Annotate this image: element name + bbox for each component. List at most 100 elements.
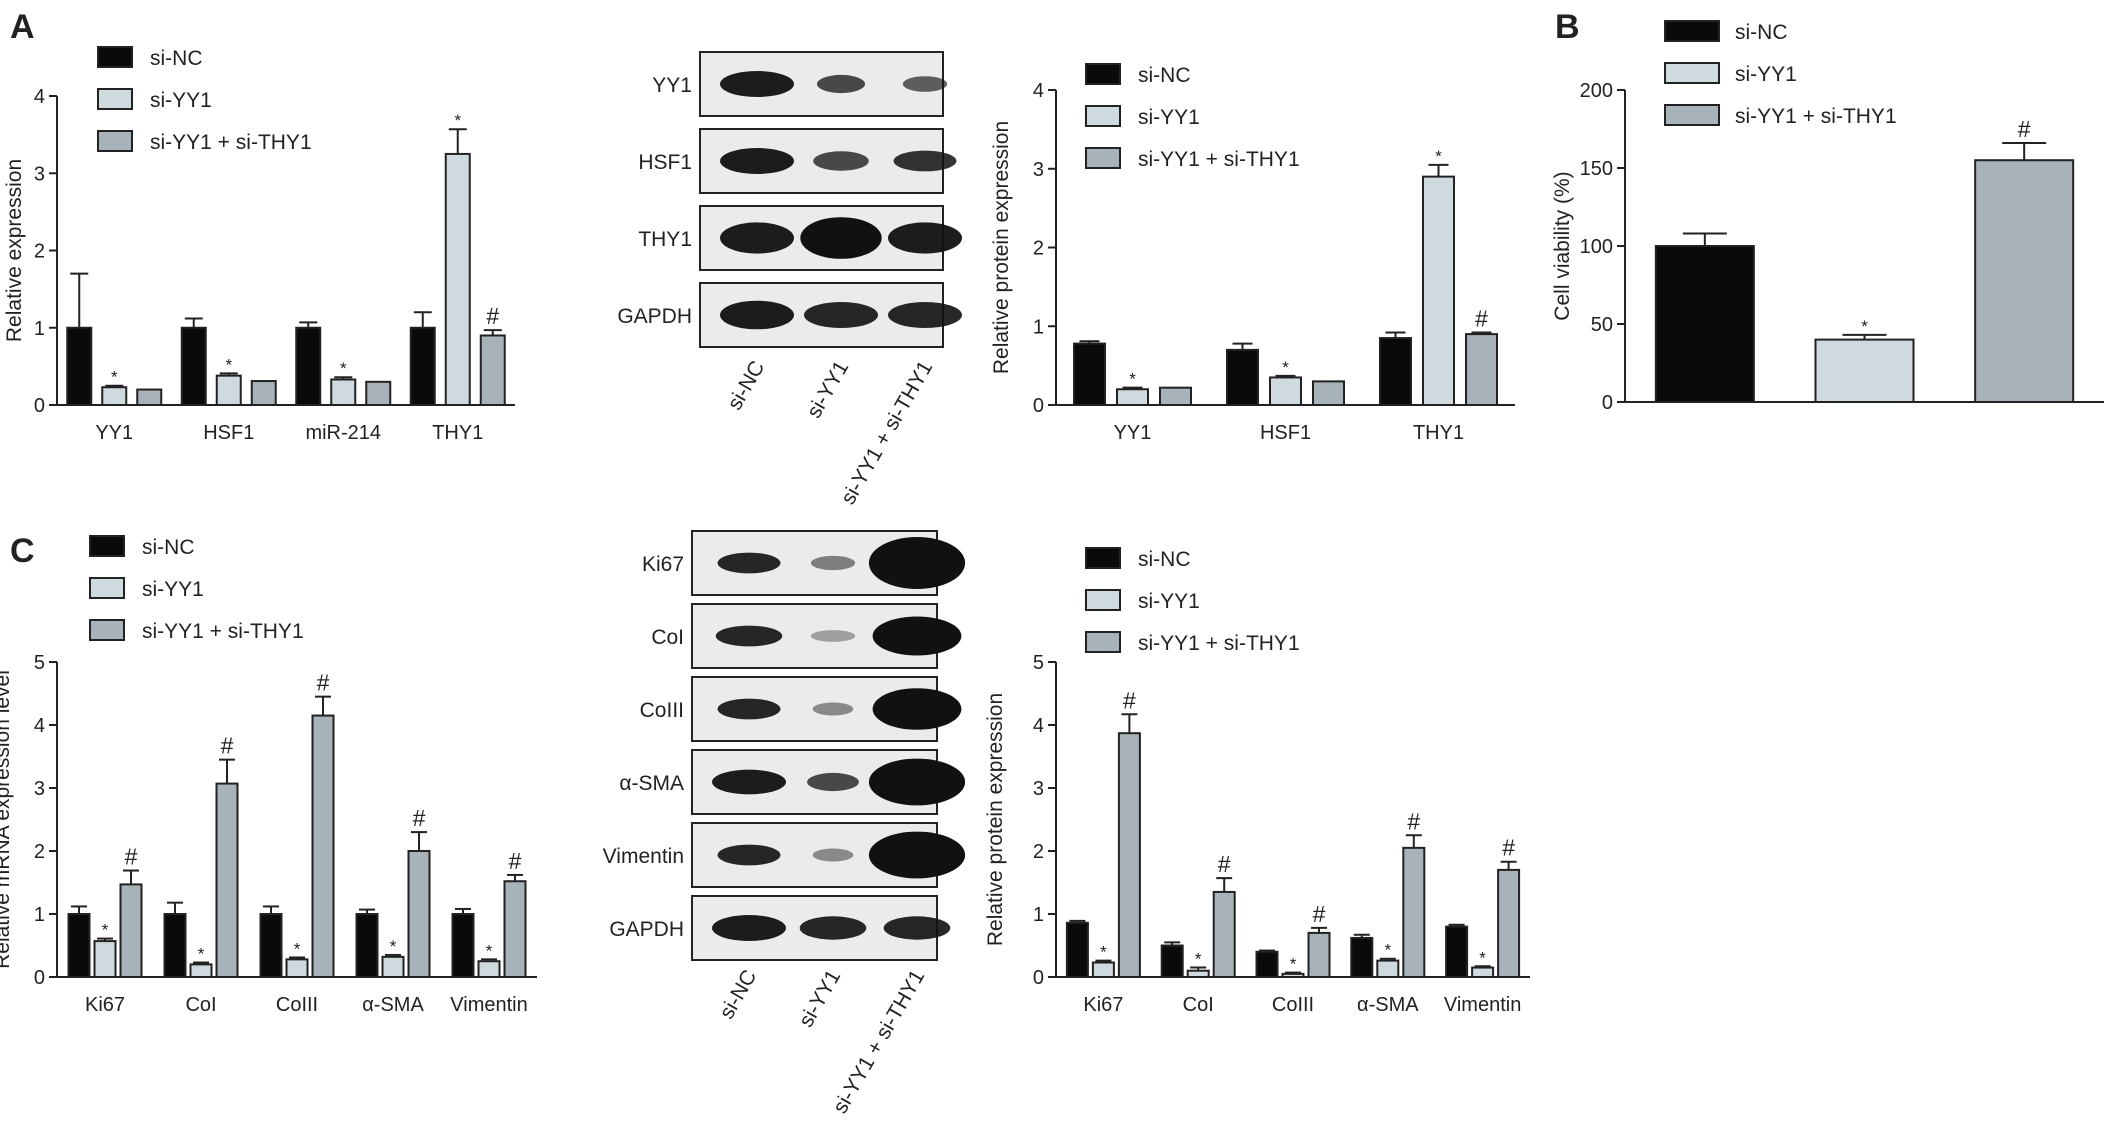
blot-band	[812, 848, 854, 862]
x-tick-label: CoI	[1183, 994, 1214, 1016]
bar	[1350, 936, 1374, 979]
blot-band	[868, 831, 966, 879]
bar	[311, 714, 335, 978]
legend-swatch	[97, 130, 133, 152]
significance-hash: #	[1218, 851, 1231, 877]
bar	[1116, 388, 1149, 406]
blot-row-label: CoIII	[640, 699, 684, 722]
bar	[259, 913, 283, 978]
blot-band	[872, 616, 962, 656]
bar	[1974, 159, 2075, 403]
y-tick-label: 3	[34, 778, 45, 800]
legend-label: si-YY1	[1138, 590, 1200, 613]
legend-swatch	[1085, 547, 1121, 569]
significance-hash: #	[221, 733, 234, 759]
significance-hash: #	[2018, 116, 2031, 142]
bar	[1186, 969, 1210, 979]
panel-label-c: C	[10, 532, 35, 570]
legend-label: si-YY1 + si-THY1	[150, 131, 312, 154]
legend-label: si-YY1	[142, 578, 204, 601]
bar	[1471, 966, 1495, 978]
significance-star: *	[1384, 941, 1391, 960]
blot-band	[888, 302, 962, 328]
legend-label: si-NC	[1735, 21, 1788, 44]
bar	[355, 913, 379, 978]
bar	[1379, 337, 1412, 406]
x-tick-label: HSF1	[203, 422, 254, 444]
legend-label: si-YY1	[1138, 106, 1200, 129]
x-tick-label: CoIII	[1272, 994, 1314, 1016]
x-tick-label: THY1	[432, 422, 483, 444]
y-tick-label: 1	[1033, 316, 1044, 338]
bar	[1312, 380, 1345, 406]
bar	[1091, 961, 1115, 979]
bar	[1269, 376, 1302, 406]
y-tick-label: 1	[34, 904, 45, 926]
bar	[503, 880, 527, 978]
bar	[1422, 175, 1455, 406]
bar	[1307, 931, 1331, 979]
bar	[66, 326, 93, 406]
y-tick-label: 4	[34, 86, 45, 108]
bar	[1445, 925, 1469, 978]
significance-star: *	[1290, 955, 1297, 974]
y-tick-label: 4	[1033, 80, 1044, 102]
blot-band	[720, 300, 794, 330]
bar	[409, 326, 436, 406]
y-tick-label: 2	[1033, 238, 1044, 260]
x-tick-label: α-SMA	[1357, 994, 1419, 1016]
significance-star: *	[340, 359, 347, 378]
x-tick-label: YY1	[1114, 422, 1152, 444]
significance-hash: #	[1407, 808, 1420, 834]
legend-label: si-YY1 + si-THY1	[1735, 105, 1897, 128]
significance-star: *	[486, 941, 493, 960]
significance-star: *	[102, 921, 109, 940]
blot-band	[720, 148, 794, 174]
y-axis-title: Relative protein expression	[990, 121, 1013, 374]
blot-band	[812, 702, 854, 716]
bar	[479, 334, 506, 407]
x-tick-label: Ki67	[85, 994, 125, 1016]
legend-label: si-NC	[1138, 64, 1191, 87]
panel-label-b: B	[1555, 8, 1580, 46]
bar	[67, 913, 91, 978]
y-tick-label: 100	[1580, 236, 1613, 258]
blot-row-label: THY1	[638, 228, 692, 251]
legend-swatch	[97, 88, 133, 110]
blot-band	[800, 217, 882, 259]
chart-a-relative-protein-expression: 0 1 2 3 4 Relative protein expression YY1 * HSF1…	[990, 63, 1515, 444]
significance-star: *	[225, 355, 232, 374]
bar	[407, 850, 431, 978]
blot-band	[720, 222, 794, 254]
panel-label-a: A	[10, 8, 35, 46]
y-tick-label: 4	[1033, 715, 1044, 737]
legend-swatch	[1664, 62, 1720, 84]
bar	[136, 388, 163, 406]
y-axis-title: Relative protein expression	[984, 693, 1007, 946]
significance-hash: #	[413, 805, 426, 831]
blot-band	[813, 151, 869, 171]
bar	[163, 913, 187, 978]
bar	[1814, 338, 1915, 404]
y-tick-label: 2	[34, 241, 45, 263]
bar	[215, 782, 239, 979]
blot-band	[717, 552, 781, 574]
legend-label: si-YY1	[150, 89, 212, 112]
bar	[295, 326, 322, 406]
legend-swatch	[1085, 147, 1121, 169]
blot-row-label: Ki67	[642, 553, 684, 576]
legend-label: si-YY1 + si-THY1	[1138, 632, 1300, 655]
x-tick-label: CoI	[185, 994, 216, 1016]
blot-row-label: HSF1	[638, 151, 692, 174]
significance-hash: #	[1502, 835, 1515, 861]
significance-star: *	[1479, 948, 1486, 967]
y-tick-label: 0	[1033, 967, 1044, 989]
x-tick-label: YY1	[95, 422, 133, 444]
bar	[1402, 846, 1426, 978]
blot-row-label: GAPDH	[609, 918, 684, 941]
bar	[1159, 386, 1192, 406]
x-tick-label: Ki67	[1083, 994, 1123, 1016]
legend-swatch	[89, 535, 125, 557]
y-tick-label: 1	[34, 318, 45, 340]
bar	[1117, 732, 1141, 978]
